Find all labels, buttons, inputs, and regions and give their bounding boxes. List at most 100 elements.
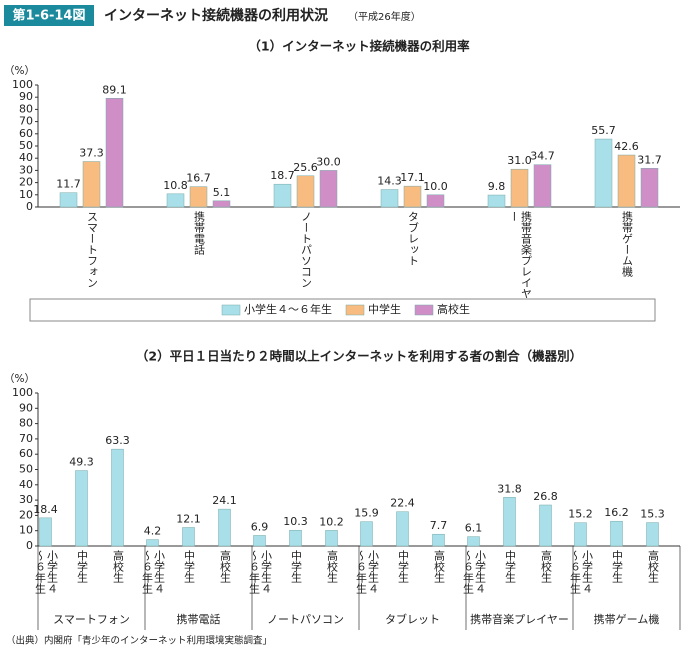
- bar-group-label: 小学生４～６年生: [140, 550, 166, 594]
- value-label: 6.1: [465, 522, 483, 535]
- value-label: 15.2: [568, 508, 593, 521]
- y-tick-label: 70: [19, 115, 33, 128]
- y-tick-label: 50: [19, 139, 33, 152]
- bar: [319, 170, 338, 208]
- y-tick-label: 30: [19, 163, 33, 176]
- value-label: 31.7: [637, 153, 662, 166]
- category-label: 携帯ゲーム機: [620, 211, 634, 277]
- y-tick-label: 20: [19, 508, 33, 521]
- value-label: 10.8: [163, 179, 188, 192]
- y-tick-label: 30: [19, 493, 33, 506]
- bar-group-label: 中学生: [182, 550, 196, 583]
- bar: [182, 527, 195, 547]
- category-label: タブレット: [406, 211, 420, 266]
- bar: [212, 200, 231, 208]
- bar-group-label: 高校生: [539, 550, 553, 583]
- y-tick-label: 60: [19, 127, 33, 140]
- figure-subtitle: （平成26年度）: [348, 10, 421, 23]
- value-label: 16.2: [604, 506, 629, 519]
- value-label: 42.6: [614, 140, 639, 153]
- bar: [360, 521, 373, 547]
- value-label: 63.3: [105, 434, 130, 447]
- y-tick-label: 10: [19, 524, 33, 537]
- bar-group-label: 高校生: [432, 550, 446, 583]
- value-label: 9.8: [488, 180, 506, 193]
- bar: [105, 98, 124, 208]
- chart-title: （1）インターネット接続機器の利用率: [248, 39, 470, 54]
- chart-title: （2）平日１日当たり２時間以上インターネットを利用する者の割合（機器別）: [136, 349, 582, 364]
- category-label: スマートフォン: [53, 613, 130, 626]
- bar: [617, 154, 636, 208]
- value-label: 89.1: [102, 83, 127, 96]
- value-label: 30.0: [316, 155, 341, 168]
- y-tick-label: 40: [19, 151, 33, 164]
- bar: [432, 533, 445, 547]
- value-label: 10.3: [283, 515, 308, 528]
- bar: [111, 448, 124, 547]
- category-label: 携帯電話: [177, 612, 221, 626]
- bar-group-label: 小学生４～６年生: [33, 550, 59, 594]
- bar: [189, 186, 208, 208]
- bar: [273, 183, 292, 208]
- value-label: 18.4: [33, 503, 58, 516]
- legend-swatch: [345, 304, 365, 316]
- bar: [640, 168, 659, 208]
- value-label: 26.8: [533, 490, 558, 503]
- bar: [539, 504, 552, 547]
- value-label: 55.7: [591, 124, 616, 137]
- bar: [510, 168, 529, 208]
- category-label: 携帯音楽プレイヤー: [507, 211, 533, 299]
- bar: [403, 185, 422, 208]
- bar-group-label: 中学生: [503, 550, 517, 583]
- value-label: 11.7: [56, 178, 81, 191]
- bar: [574, 522, 587, 547]
- category-label: 携帯ゲーム機: [594, 612, 660, 626]
- category-label: 携帯音楽プレイヤー: [470, 612, 569, 626]
- bar: [396, 511, 409, 547]
- value-label: 31.8: [497, 482, 522, 495]
- bar: [39, 517, 52, 547]
- value-label: 15.9: [354, 507, 379, 520]
- value-label: 34.7: [530, 150, 555, 163]
- category-label: タブレット: [385, 612, 440, 626]
- bar: [380, 189, 399, 208]
- y-tick-label: 40: [19, 478, 33, 491]
- y-tick-label: 100: [12, 386, 33, 399]
- bar: [82, 161, 101, 208]
- value-label: 22.4: [390, 497, 415, 510]
- value-label: 31.0: [507, 154, 532, 167]
- legend-label: 高校生: [437, 302, 470, 316]
- bar: [467, 536, 480, 547]
- value-label: 10.0: [423, 180, 448, 193]
- figure-number: 第1-6-14図: [13, 8, 86, 24]
- bar: [610, 520, 623, 547]
- bar-group-label: 高校生: [218, 550, 232, 583]
- legend-swatch: [414, 304, 434, 316]
- bar: [594, 138, 613, 208]
- y-tick-label: 50: [19, 463, 33, 476]
- y-tick-label: 90: [19, 90, 33, 103]
- bar: [75, 470, 88, 547]
- y-axis-label: （%）: [4, 65, 35, 77]
- y-tick-label: 100: [12, 78, 33, 91]
- value-label: 15.3: [640, 508, 665, 521]
- bar: [218, 508, 231, 547]
- bar-group-label: 小学生４～６年生: [354, 550, 380, 594]
- y-tick-label: 10: [19, 188, 33, 201]
- bar-group-label: 中学生: [75, 550, 89, 583]
- value-label: 49.3: [69, 456, 94, 469]
- value-label: 14.3: [377, 175, 402, 188]
- category-label: ノートパソコン: [267, 613, 344, 626]
- legend-label: 小学生４～６年生: [244, 302, 332, 316]
- bar-group-label: 高校生: [111, 550, 125, 583]
- value-label: 17.1: [400, 171, 425, 184]
- legend-box: [29, 298, 656, 322]
- legend-swatch: [221, 304, 241, 316]
- y-tick-label: 0: [26, 200, 33, 213]
- value-label: 18.7: [270, 169, 295, 182]
- bar-group-label: 中学生: [289, 550, 303, 583]
- bar: [325, 530, 338, 547]
- y-axis-label: （%）: [4, 373, 35, 385]
- bar: [426, 194, 445, 208]
